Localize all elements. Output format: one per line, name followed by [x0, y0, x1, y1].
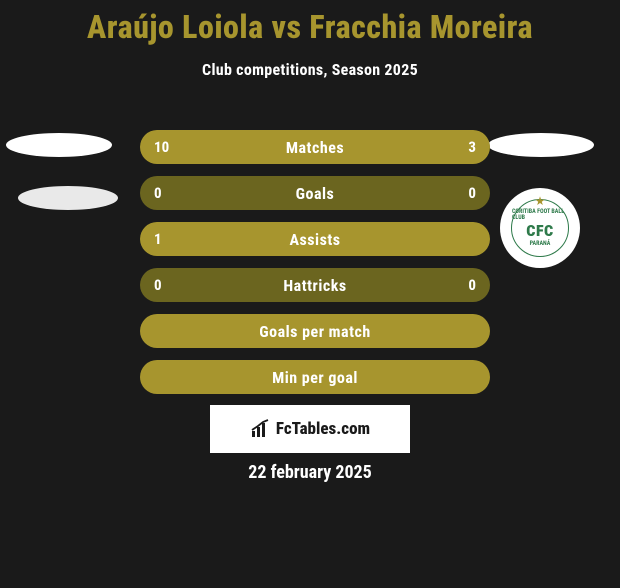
crest-text-top: CORITIBA FOOT BALL CLUB	[512, 209, 568, 221]
chart-icon	[250, 419, 270, 439]
stat-label: Matches	[140, 130, 490, 164]
stat-label: Hattricks	[140, 268, 490, 302]
player-left-silhouette-1	[6, 133, 112, 157]
stat-value-right: 0	[468, 268, 476, 302]
stat-row-goals: Goals0 0	[140, 176, 490, 210]
comparison-chart: Matches103Goals00Assists1Hattricks00Goal…	[140, 130, 490, 406]
player-left-silhouette-2	[18, 186, 118, 210]
stat-value-left: 1	[154, 222, 162, 256]
stat-value-left: 0	[154, 268, 162, 302]
stat-value-right: 0	[468, 176, 476, 210]
stat-label: Goals	[140, 176, 490, 210]
star-icon: ★	[535, 194, 546, 208]
brand-box: FcTables.com	[210, 405, 410, 453]
stat-row-goals-per-match: Goals per match	[140, 314, 490, 348]
stat-row-matches: Matches10 3	[140, 130, 490, 164]
footer-date: 22 february 2025	[0, 462, 620, 483]
subtitle: Club competitions, Season 2025	[0, 60, 620, 79]
stat-row-min-per-goal: Min per goal	[140, 360, 490, 394]
club-crest: ★ CORITIBA FOOT BALL CLUB CFC PARANÁ	[500, 188, 580, 268]
brand-text: FcTables.com	[276, 419, 370, 439]
stat-label: Goals per match	[140, 314, 490, 348]
stat-row-hattricks: Hattricks0 0	[140, 268, 490, 302]
stat-row-assists: Assists1	[140, 222, 490, 256]
page-title: Araújo Loiola vs Fracchia Moreira	[0, 8, 620, 46]
stat-label: Min per goal	[140, 360, 490, 394]
stat-value-left: 0	[154, 176, 162, 210]
stat-value-right: 3	[468, 130, 476, 164]
crest-text-bottom: PARANÁ	[530, 241, 551, 247]
player-right-silhouette-1	[488, 133, 594, 157]
stat-value-left: 10	[154, 130, 169, 164]
stat-label: Assists	[140, 222, 490, 256]
crest-text-mid: CFC	[526, 223, 553, 239]
